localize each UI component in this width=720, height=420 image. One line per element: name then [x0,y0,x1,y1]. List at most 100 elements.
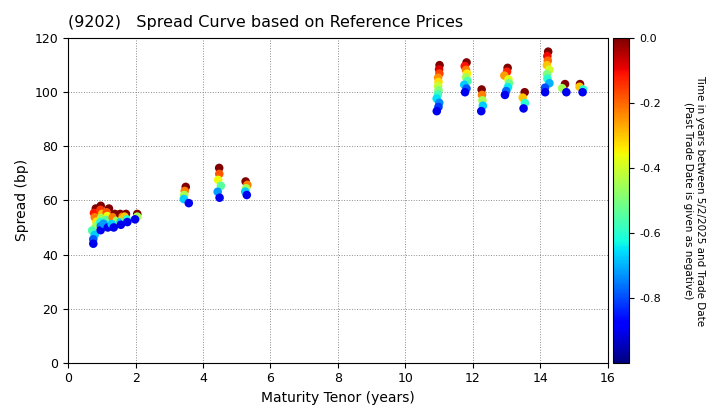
Point [541,53,553,60]
Point [212,189,223,195]
Point [542,48,554,55]
Point [433,70,445,77]
Point [557,85,568,92]
Point [115,219,127,226]
Point [132,210,143,217]
Point [103,205,114,212]
Point [130,216,141,223]
Point [91,218,102,225]
Point [503,76,514,83]
Point [111,217,122,224]
Point [501,68,513,75]
Point [518,105,529,112]
Point [577,86,589,93]
Point [544,66,555,73]
Point [240,185,252,192]
Point [539,84,551,91]
Point [106,221,117,228]
Point [100,217,112,223]
Text: (9202)   Spread Curve based on Reference Prices: (9202) Spread Curve based on Reference P… [68,15,463,30]
Point [475,108,487,115]
Point [434,62,446,68]
Point [89,231,101,238]
Point [541,75,553,82]
Point [86,227,98,234]
Point [433,104,444,110]
Point [240,188,251,195]
Point [107,214,118,220]
Point [179,192,190,198]
Point [96,210,108,217]
Point [433,74,444,81]
Point [433,100,445,106]
Point [94,207,106,213]
Point [541,71,553,78]
Point [561,89,572,96]
Point [575,81,586,87]
Point [122,219,133,226]
Point [132,213,143,220]
Point [214,171,225,177]
Point [517,94,528,101]
Point [476,86,487,93]
Point [477,97,488,104]
Point [503,80,515,87]
Point [101,209,112,216]
Point [102,213,113,220]
Point [519,100,531,106]
Point [519,89,531,96]
Point [95,202,107,209]
Point [241,192,253,198]
Point [433,79,444,85]
Point [87,236,99,243]
Point [213,165,225,171]
Point [119,213,130,220]
Point [115,221,127,228]
X-axis label: Maturity Tenor (years): Maturity Tenor (years) [261,391,415,405]
Point [102,224,114,231]
Point [461,85,472,92]
Point [215,182,227,189]
Point [462,70,473,77]
Point [539,89,551,96]
Point [178,196,189,202]
Point [459,81,470,88]
Point [432,83,444,89]
Point [121,216,132,223]
Point [94,219,106,226]
Point [96,215,107,221]
Point [574,84,585,90]
Point [503,84,514,91]
Point [541,62,553,68]
Point [502,65,513,71]
Point [89,210,100,216]
Point [109,210,120,217]
Point [477,102,489,109]
Point [462,78,473,84]
Point [212,176,224,183]
Point [88,240,99,247]
Point [559,81,571,87]
Point [577,89,588,96]
Point [499,92,510,98]
Point [98,220,109,227]
Point [242,181,253,188]
Point [108,224,120,231]
Point [500,88,512,94]
Point [89,214,101,220]
Y-axis label: Time in years between 5/2/2025 and Trade Date
(Past Trade Date is given as negat: Time in years between 5/2/2025 and Trade… [683,75,705,326]
Point [95,223,107,229]
Point [180,184,192,190]
Point [461,59,472,66]
Point [459,89,471,96]
Point [90,223,102,229]
Point [183,200,194,207]
Point [460,74,472,81]
Point [179,188,191,194]
Point [476,92,487,98]
Point [240,178,251,185]
Point [90,205,102,212]
Point [433,66,445,73]
Point [431,108,443,115]
Point [117,213,128,220]
